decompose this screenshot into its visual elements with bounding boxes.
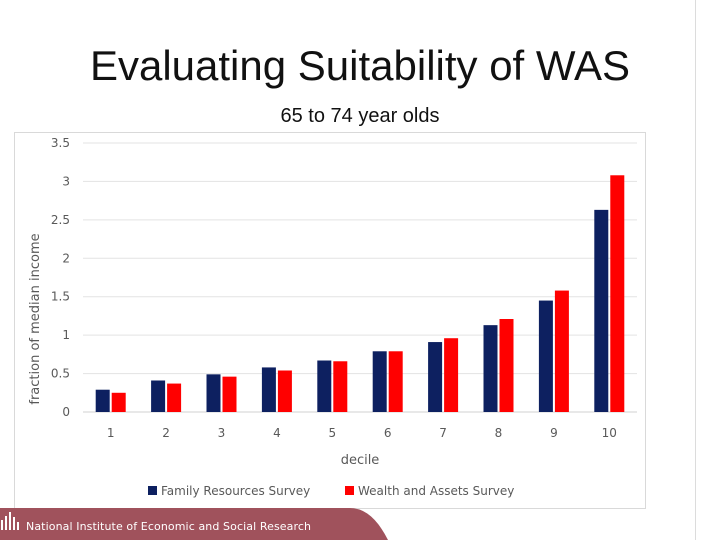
bar-frs-decile-3 <box>206 374 221 412</box>
legend-item: Family Resources Survey <box>148 484 310 498</box>
y-axis-label: fraction of median income <box>28 233 43 404</box>
y-tick-label: 3.5 <box>51 136 70 150</box>
y-tick-label: 0 <box>62 405 70 419</box>
legend-label: Wealth and Assets Survey <box>358 484 514 498</box>
chart-area: 0 0.5 1 1.5 2 2.5 3 3.5 1 2 3 4 5 6 7 8 9 10 fraction of… <box>14 132 646 509</box>
bar-frs-decile-1 <box>95 389 110 412</box>
bar-frs-decile-9 <box>538 300 553 412</box>
bar-was-decile-8 <box>499 319 514 412</box>
x-axis-label: decile <box>341 453 380 468</box>
bar-was-decile-6 <box>388 351 403 412</box>
bar-frs-decile-7 <box>428 342 443 412</box>
y-tick-label: 0.5 <box>51 367 70 381</box>
x-tick-label: 6 <box>384 426 392 440</box>
x-tick-label: 5 <box>328 426 336 440</box>
x-tick-labels: 1 2 3 4 5 6 7 8 9 10 <box>107 426 617 440</box>
legend-swatch <box>345 486 354 495</box>
x-tick-label: 4 <box>273 426 281 440</box>
bar-was-decile-9 <box>554 290 569 412</box>
y-tick-label: 2 <box>62 251 70 265</box>
y-tick-label: 3 <box>62 174 70 188</box>
bar-frs-decile-6 <box>372 351 387 412</box>
footer-organisation-name: National Institute of Economic and Socia… <box>26 520 312 533</box>
y-tick-label: 1 <box>62 328 70 342</box>
bar-frs-decile-5 <box>317 360 332 412</box>
bar-frs-decile-10 <box>594 209 609 412</box>
legend-item: Wealth and Assets Survey <box>345 484 514 498</box>
bar-was-decile-1 <box>111 392 126 412</box>
bar-chart: 0 0.5 1 1.5 2 2.5 3 3.5 1 2 3 4 5 6 7 8 9 10 fraction of… <box>28 136 637 498</box>
bar-was-decile-3 <box>222 376 237 412</box>
bar-was-decile-10 <box>610 175 625 412</box>
chart-subtitle: 65 to 74 year olds <box>280 105 440 127</box>
y-tick-labels: 0 0.5 1 1.5 2 2.5 3 3.5 <box>51 136 70 419</box>
slide-title: Evaluating Suitability of WAS <box>89 42 631 89</box>
bar-was-decile-7 <box>444 338 459 412</box>
y-tick-label: 1.5 <box>51 290 70 304</box>
slide-right-divider <box>695 0 696 540</box>
x-tick-label: 7 <box>439 426 447 440</box>
y-tick-label: 2.5 <box>51 213 70 227</box>
legend: Family Resources Survey Wealth and Assets… <box>148 484 514 498</box>
x-tick-label: 3 <box>218 426 226 440</box>
bar-frs-decile-2 <box>151 380 166 412</box>
x-tick-label: 10 <box>602 426 617 440</box>
gridlines <box>83 142 637 413</box>
bar-was-decile-2 <box>167 383 182 412</box>
x-tick-label: 1 <box>107 426 115 440</box>
bar-was-decile-4 <box>277 370 292 412</box>
x-tick-label: 8 <box>495 426 503 440</box>
x-tick-label: 2 <box>162 426 170 440</box>
footer-band-shape <box>0 508 388 540</box>
bar-frs-decile-8 <box>483 325 498 412</box>
bar-was-decile-5 <box>333 361 348 412</box>
institute-logo-icon <box>1 512 19 530</box>
footer-band: National Institute of Economic and Socia… <box>0 508 720 540</box>
bars <box>95 175 625 412</box>
bar-frs-decile-4 <box>261 367 276 412</box>
legend-label: Family Resources Survey <box>161 484 310 498</box>
x-tick-label: 9 <box>550 426 558 440</box>
legend-swatch <box>148 486 157 495</box>
